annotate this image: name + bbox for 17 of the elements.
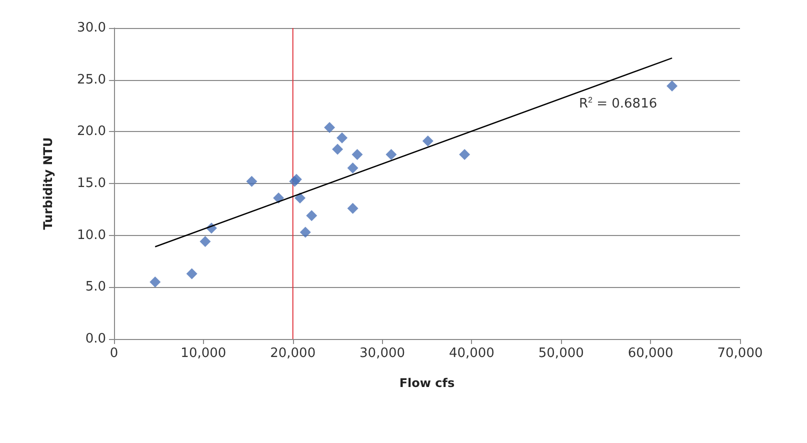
y-tick-label: 0.0 <box>85 332 106 346</box>
x-tick-label: 0 <box>110 346 118 361</box>
y-tick-label: 10.0 <box>77 228 106 243</box>
x-tick-label: 30,000 <box>360 346 406 361</box>
x-tick-label: 20,000 <box>270 346 316 361</box>
y-axis-title: Turbidity NTU <box>41 137 55 230</box>
y-tick-label: 30.0 <box>77 20 106 36</box>
y-tick-label: 15.0 <box>77 176 106 191</box>
x-tick-label: 10,000 <box>180 346 226 361</box>
x-tick-label: 50,000 <box>538 346 584 361</box>
y-tick-label: 25.0 <box>77 72 106 88</box>
x-tick-label: 40,000 <box>448 346 494 361</box>
x-tick-label: 70,000 <box>717 346 763 361</box>
x-tick-label: 60,000 <box>628 346 674 361</box>
x-axis-title: Flow cfs <box>399 376 455 390</box>
y-tick-label: 20.0 <box>77 124 106 140</box>
y-tick-label: 5.0 <box>85 280 106 295</box>
